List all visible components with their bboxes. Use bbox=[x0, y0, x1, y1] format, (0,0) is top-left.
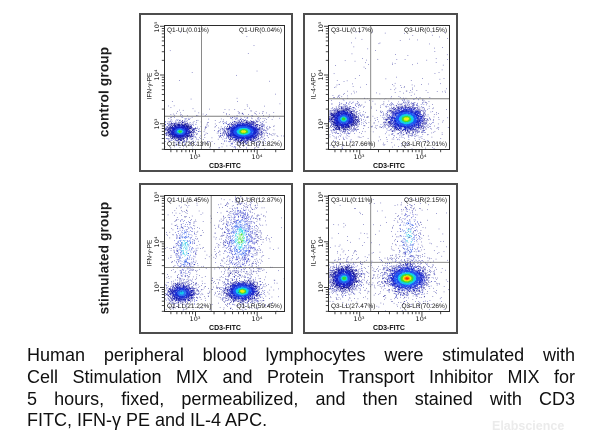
y-tick-label-1e5: 10⁵ bbox=[153, 191, 161, 203]
quadrant-label-ll: Q1-LL(28.13%) bbox=[167, 141, 212, 148]
row-label-control-group: control group bbox=[96, 46, 112, 138]
y-tick-label-1e3: 10³ bbox=[317, 118, 325, 130]
quadrant-label-ll: Q1-LL(21.22%) bbox=[167, 303, 212, 310]
x-tick-label-1e3: 10³ bbox=[353, 153, 365, 161]
y-tick-label-1e5: 10⁵ bbox=[317, 21, 325, 33]
x-tick-label-1e4: 10⁴ bbox=[415, 153, 427, 161]
flow-plot-control-ifng: Q1-UL(0.01%) Q1-UR(0.04%) Q1-LL(28.13%) … bbox=[139, 13, 293, 172]
density-plot-canvas bbox=[305, 15, 456, 170]
y-tick-label-1e5: 10⁵ bbox=[153, 21, 161, 33]
x-axis-label: CD3-FITC bbox=[373, 325, 405, 332]
watermark: Elabscience bbox=[492, 419, 565, 433]
quadrant-label-lr: Q1-LR(71.82%) bbox=[236, 141, 282, 148]
quadrant-label-ur: Q1-UR(0.04%) bbox=[239, 27, 282, 34]
caption-line-3: 5 hours, fixed, permeabilized, and then … bbox=[27, 388, 575, 409]
caption-line-4: FITC, IFN-γ PE and IL-4 APC. bbox=[27, 410, 268, 431]
y-tick-label-1e4: 10⁴ bbox=[317, 236, 325, 248]
quadrant-label-ur: Q1-UR(12.87%) bbox=[235, 197, 282, 204]
x-tick-label-1e4: 10⁴ bbox=[415, 315, 427, 323]
x-tick-label-1e4: 10⁴ bbox=[251, 315, 263, 323]
quadrant-label-lr: Q3-LR(72.01%) bbox=[401, 141, 447, 148]
figure-caption: Human peripheral blood lymphocytes were … bbox=[27, 345, 575, 432]
flow-plot-control-il4: Q3-UL(0.17%) Q3-UR(0.15%) Q3-LL(27.66%) … bbox=[303, 13, 458, 172]
x-axis-label: CD3-FITC bbox=[373, 163, 405, 170]
flow-plot-stimulated-il4: Q3-UL(0.11%) Q3-UR(2.15%) Q3-LL(27.47%) … bbox=[303, 183, 458, 334]
x-tick-label-1e3: 10³ bbox=[353, 315, 365, 323]
quadrant-label-ul: Q1-UL(6.45%) bbox=[167, 197, 209, 204]
density-plot-canvas bbox=[305, 185, 456, 332]
quadrant-label-lr: Q1-LR(59.45%) bbox=[236, 303, 282, 310]
y-tick-label-1e4: 10⁴ bbox=[153, 236, 161, 248]
quadrant-label-ur: Q3-UR(2.15%) bbox=[404, 197, 447, 204]
y-tick-label-1e3: 10³ bbox=[153, 281, 161, 293]
flow-plot-stimulated-ifng: Q1-UL(6.45%) Q1-UR(12.87%) Q1-LL(21.22%)… bbox=[139, 183, 293, 334]
row-label-stimulated-group: stimulated group bbox=[96, 201, 112, 315]
quadrant-label-ul: Q3-UL(0.17%) bbox=[331, 27, 373, 34]
y-tick-label-1e4: 10⁴ bbox=[317, 69, 325, 81]
y-tick-label-1e5: 10⁵ bbox=[317, 191, 325, 203]
caption-line-2: Cell Stimulation MIX and Protein Transpo… bbox=[27, 366, 575, 387]
density-plot-canvas bbox=[141, 15, 291, 170]
x-tick-label-1e4: 10⁴ bbox=[251, 153, 263, 161]
x-tick-label-1e3: 10³ bbox=[189, 315, 201, 323]
y-tick-label-1e3: 10³ bbox=[153, 118, 161, 130]
quadrant-label-lr: Q3-LR(70.26%) bbox=[401, 303, 447, 310]
caption-line-1: Human peripheral blood lymphocytes were … bbox=[27, 345, 575, 365]
quadrant-label-ur: Q3-UR(0.15%) bbox=[404, 27, 447, 34]
y-tick-label-1e4: 10⁴ bbox=[153, 69, 161, 81]
quadrant-label-ll: Q3-LL(27.66%) bbox=[331, 141, 376, 148]
quadrant-label-ul: Q3-UL(0.11%) bbox=[331, 197, 373, 204]
x-axis-label: CD3-FITC bbox=[209, 163, 241, 170]
quadrant-label-ul: Q1-UL(0.01%) bbox=[167, 27, 209, 34]
quadrant-label-ll: Q3-LL(27.47%) bbox=[331, 303, 376, 310]
density-plot-canvas bbox=[141, 185, 291, 332]
x-tick-label-1e3: 10³ bbox=[189, 153, 201, 161]
x-axis-label: CD3-FITC bbox=[209, 325, 241, 332]
y-tick-label-1e3: 10³ bbox=[317, 281, 325, 293]
